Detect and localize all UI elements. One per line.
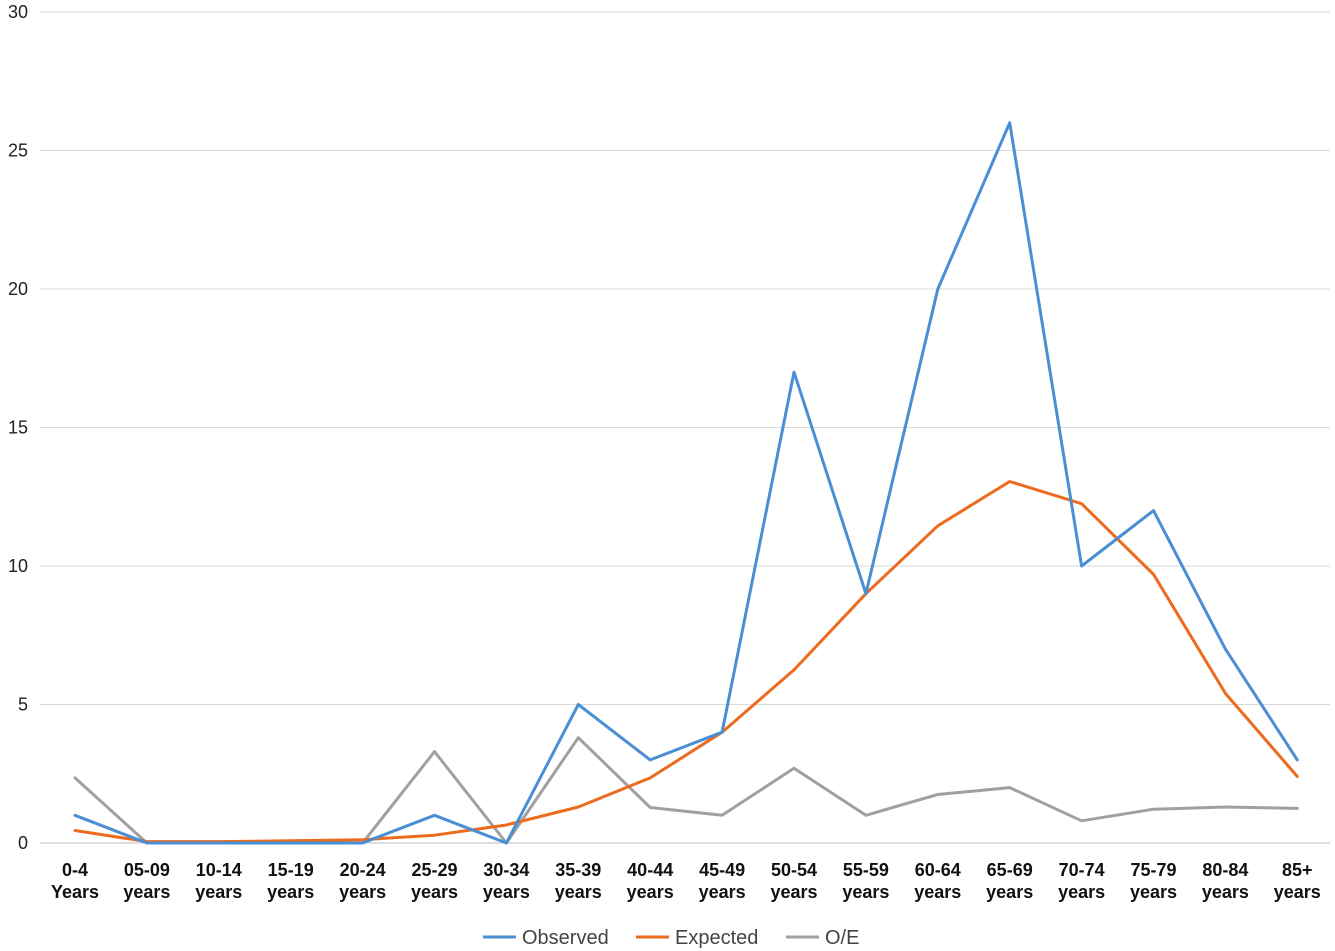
series-line-observed xyxy=(73,121,1299,845)
x-tick-label: 10-14 years xyxy=(195,860,242,902)
y-tick-label: 20 xyxy=(8,279,28,299)
y-tick-label: 0 xyxy=(18,833,28,853)
x-tick-label: 05-09 years xyxy=(123,860,170,902)
x-tick-label: 80-84 years xyxy=(1202,860,1249,902)
legend: Observed Expected O/E xyxy=(483,927,859,949)
series-line-expected xyxy=(73,480,1299,844)
y-tick-label: 15 xyxy=(8,418,28,438)
x-tick-label: 85+ years xyxy=(1274,860,1321,902)
legend-label: O/E xyxy=(825,927,859,949)
y-tick-label: 5 xyxy=(18,695,28,715)
x-tick-label: 20-24 years xyxy=(339,860,386,902)
y-tick-label: 30 xyxy=(8,2,28,22)
y-tick-label: 10 xyxy=(8,556,28,576)
x-tick-label: 0-4 Years xyxy=(51,860,99,902)
gridlines xyxy=(40,11,1330,844)
x-tick-label: 15-19 years xyxy=(267,860,314,902)
legend-label: Observed xyxy=(522,927,609,949)
x-tick-label: 70-74 years xyxy=(1058,860,1105,902)
y-axis-ticks: 0 5 10 15 20 25 30 xyxy=(8,2,28,853)
x-tick-label: 25-29 years xyxy=(411,860,458,902)
x-tick-label: 55-59 years xyxy=(842,860,889,902)
x-tick-label: 35-39 years xyxy=(555,860,602,902)
x-tick-label: 75-79 years xyxy=(1130,860,1177,902)
x-tick-label: 50-54 years xyxy=(770,860,817,902)
x-tick-label: 45-49 years xyxy=(699,860,746,902)
x-axis-ticks: 0-4 Years 05-09 years 10-14 years 15-19 years 20… xyxy=(51,860,1321,902)
series-lines xyxy=(73,121,1299,845)
x-tick-label: 40-44 years xyxy=(627,860,674,902)
x-tick-label: 60-64 years xyxy=(914,860,961,902)
y-tick-label: 25 xyxy=(8,141,28,161)
x-tick-label: 65-69 years xyxy=(986,860,1033,902)
legend-label: Expected xyxy=(675,927,758,949)
x-tick-label: 30-34 years xyxy=(483,860,530,902)
